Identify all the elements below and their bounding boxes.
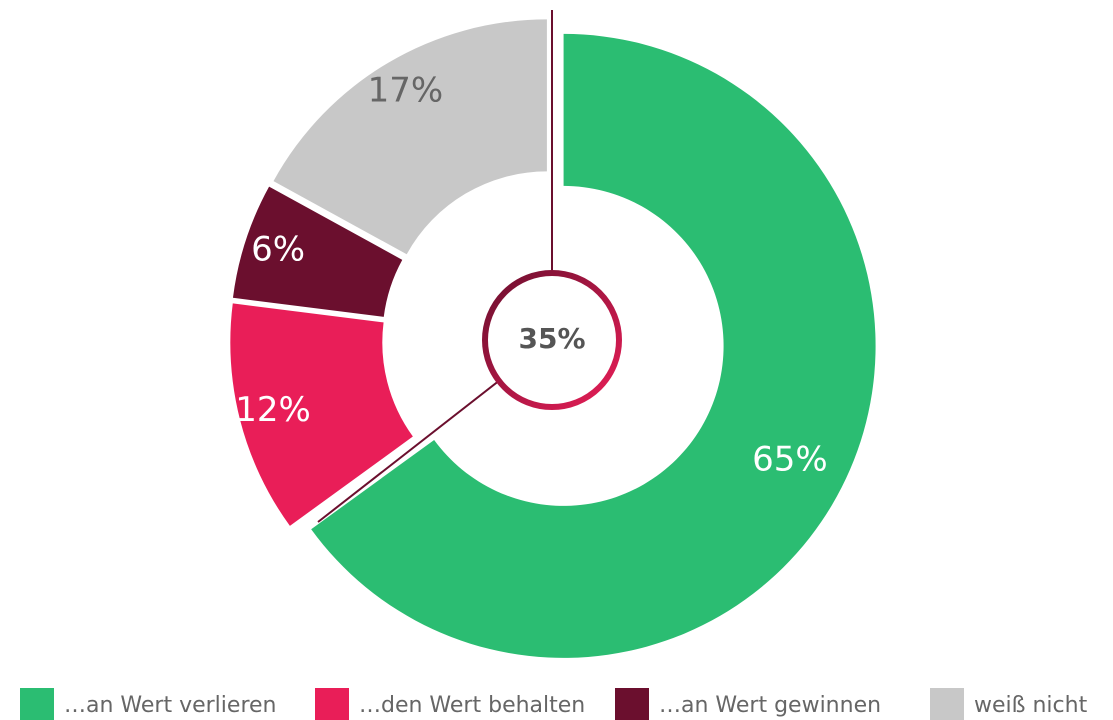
legend: …an Wert verlieren …den Wert behalten …an … xyxy=(20,688,1088,720)
data-label: 6% xyxy=(251,230,305,270)
leader-line xyxy=(317,379,501,523)
legend-label: …an Wert gewinnen xyxy=(659,693,881,718)
slice xyxy=(273,19,547,255)
slice xyxy=(230,303,413,526)
slices: 65% 12% 6% 17% xyxy=(230,19,876,658)
legend-swatch xyxy=(20,688,54,720)
slice xyxy=(232,186,403,317)
data-label: 12% xyxy=(235,390,311,430)
legend-label: …an Wert verlieren xyxy=(64,693,276,718)
center-label: 35% xyxy=(518,322,585,355)
legend-swatch xyxy=(615,688,649,720)
slice xyxy=(311,33,876,658)
center-ring xyxy=(482,270,622,410)
legend-swatch xyxy=(930,688,964,720)
data-label: 17% xyxy=(368,71,444,111)
legend-label: …den Wert behalten xyxy=(359,693,585,718)
legend-swatch xyxy=(315,688,349,720)
legend-label: weiß nicht xyxy=(974,693,1088,718)
data-label: 65% xyxy=(752,440,828,480)
